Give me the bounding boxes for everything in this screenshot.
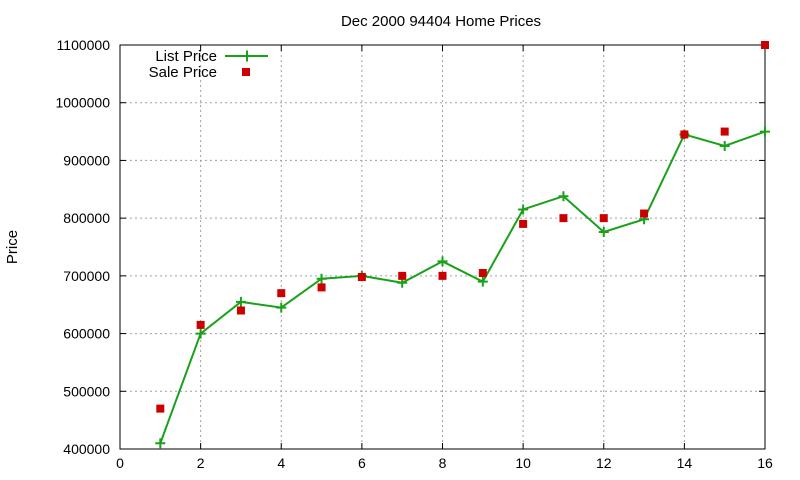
legend-marker-sale-price <box>242 68 250 76</box>
x-tick-label: 6 <box>358 455 366 471</box>
sale-price-point <box>236 306 245 315</box>
list-price-point <box>437 256 448 267</box>
list-price-point <box>598 226 609 237</box>
sale-price-point <box>398 271 407 280</box>
list-price-point <box>316 273 327 284</box>
legend: List Price Sale Price <box>149 48 268 81</box>
x-tick-label: 2 <box>197 455 205 471</box>
sale-price-point <box>640 209 649 218</box>
list-price-point <box>276 302 287 313</box>
list-price-point <box>719 141 730 151</box>
sale-price-point <box>559 214 568 223</box>
list-price-point <box>558 191 569 202</box>
y-tick-label: 400000 <box>63 441 110 457</box>
sale-price-point <box>519 219 528 228</box>
list-price-line <box>159 130 766 444</box>
chart-title: Dec 2000 94404 Home Prices <box>341 13 541 30</box>
y-axis-label: Price <box>4 230 21 264</box>
sale-price-point <box>156 404 165 413</box>
axis-ticks: 0 2 4 6 8 10 12 14 16 400000 500000 600000 700000 800… <box>55 37 773 471</box>
list-price-point <box>760 126 770 137</box>
series-layer <box>155 41 770 449</box>
legend-marker-list-price <box>241 50 253 62</box>
sale-price-point <box>438 271 447 280</box>
list-price-point <box>155 438 166 449</box>
sale-price-point <box>317 283 326 292</box>
y-tick-label: 900000 <box>63 152 110 168</box>
y-tick-label: 1100000 <box>57 37 111 53</box>
y-tick-label: 500000 <box>63 383 110 399</box>
list-price-point <box>477 276 488 287</box>
y-tick-label: 700000 <box>63 268 110 284</box>
sale-price-point <box>277 289 286 298</box>
x-tick-label: 10 <box>515 455 531 471</box>
legend-label-list-price: List Price <box>155 48 217 65</box>
sale-price-point <box>599 214 608 223</box>
sale-price-point <box>680 130 689 139</box>
x-tick-label: 0 <box>116 455 124 471</box>
legend-label-sale-price: Sale Price <box>149 64 217 81</box>
x-tick-label: 8 <box>439 455 447 471</box>
list-price-point <box>195 328 206 339</box>
y-tick-label: 1000000 <box>55 95 110 111</box>
sale-price-point <box>478 268 487 277</box>
x-tick-label: 12 <box>596 455 612 471</box>
list-price-point <box>235 296 246 307</box>
sale-price-point <box>761 41 769 49</box>
sale-price-point <box>357 273 366 282</box>
sale-price-point <box>720 127 729 136</box>
x-tick-label: 16 <box>757 455 773 471</box>
y-tick-label: 800000 <box>63 210 110 226</box>
y-tick-label: 600000 <box>63 326 110 342</box>
x-tick-label: 4 <box>277 455 285 471</box>
x-tick-label: 14 <box>677 455 693 471</box>
list-price-point <box>518 204 529 215</box>
grid-lines <box>120 45 765 449</box>
sale-price-point <box>196 320 205 329</box>
